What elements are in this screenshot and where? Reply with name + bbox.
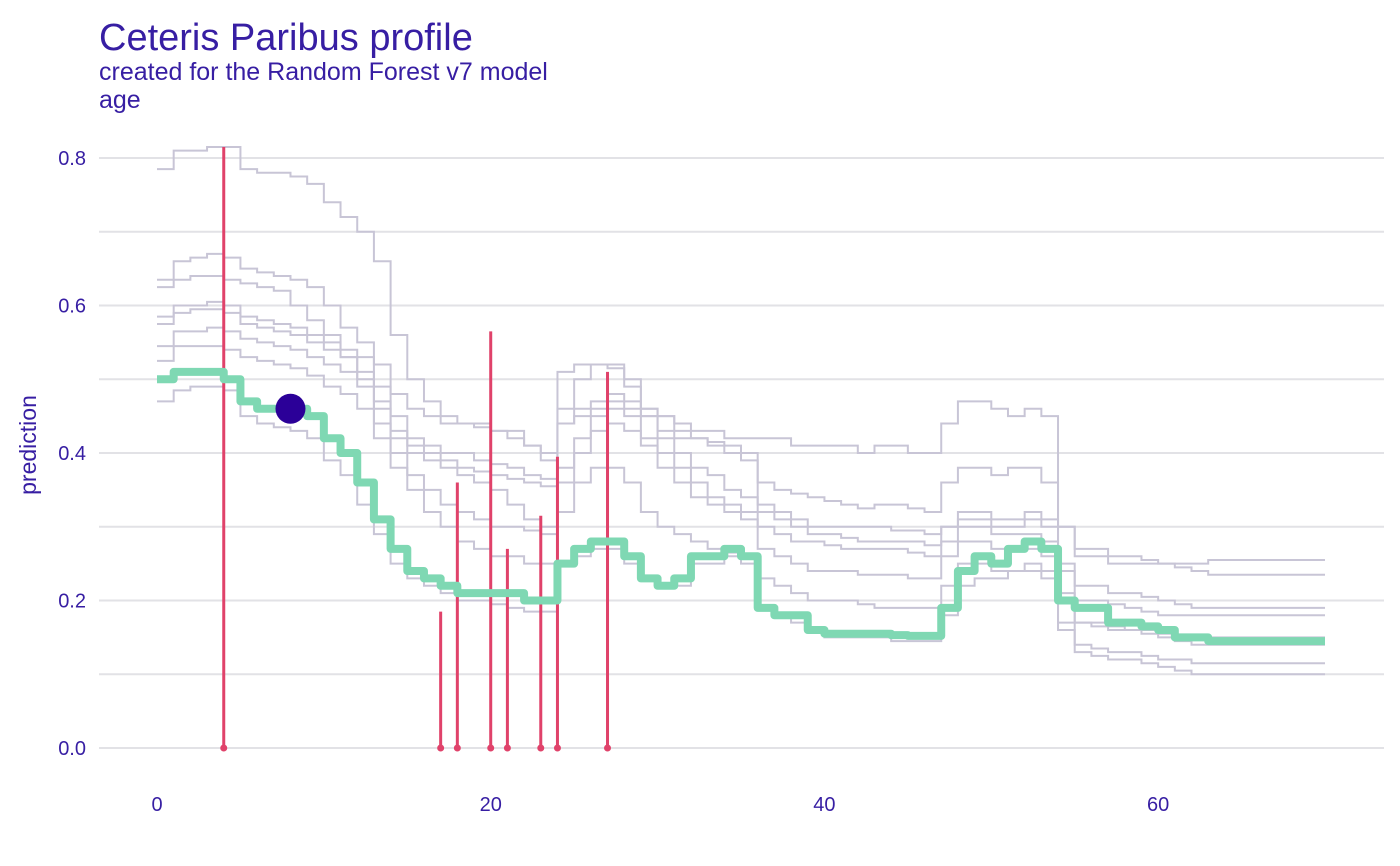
x-tick-label: 20 <box>480 794 502 816</box>
x-tick-labels: 0 20 40 60 <box>151 794 1169 816</box>
observation-marker <box>275 393 306 424</box>
x-tick-label: 0 <box>151 794 162 816</box>
residual-point <box>487 744 495 752</box>
observation-point <box>275 393 306 424</box>
profile-line <box>157 326 1325 639</box>
x-tick-label: 60 <box>1147 794 1169 816</box>
y-tick-label: 0.2 <box>58 591 86 613</box>
profile-line <box>157 345 1325 665</box>
profile-line <box>157 145 1325 576</box>
y-tick-label: 0.0 <box>58 738 86 760</box>
y-tick-label: 0.6 <box>58 296 86 318</box>
grid-lines <box>99 157 1384 749</box>
chart-variable-label: age <box>99 86 141 114</box>
residual-point <box>537 744 545 752</box>
residual-point <box>553 744 561 752</box>
residual-point <box>503 744 511 752</box>
profile-line <box>157 385 1325 676</box>
chart-title: Ceteris Paribus profile <box>99 17 473 59</box>
residual-point <box>604 744 612 752</box>
profile-line <box>157 308 1325 617</box>
y-tick-label: 0.4 <box>58 443 86 465</box>
y-tick-labels: 0.0 0.2 0.4 0.6 0.8 <box>58 148 86 760</box>
main-profile <box>157 367 1325 646</box>
y-tick-label: 0.8 <box>58 148 86 170</box>
x-tick-label: 40 <box>813 794 835 816</box>
main-profile-line <box>157 367 1325 646</box>
residual-point <box>220 744 228 752</box>
chart-subtitle: created for the Random Forest v7 model <box>99 58 548 86</box>
profile-line <box>157 275 1325 646</box>
y-axis-label: prediction <box>15 395 41 495</box>
residual-lines <box>220 146 612 752</box>
residual-point <box>453 744 461 752</box>
ceteris-paribus-profiles <box>157 145 1325 676</box>
residual-point <box>437 744 445 752</box>
